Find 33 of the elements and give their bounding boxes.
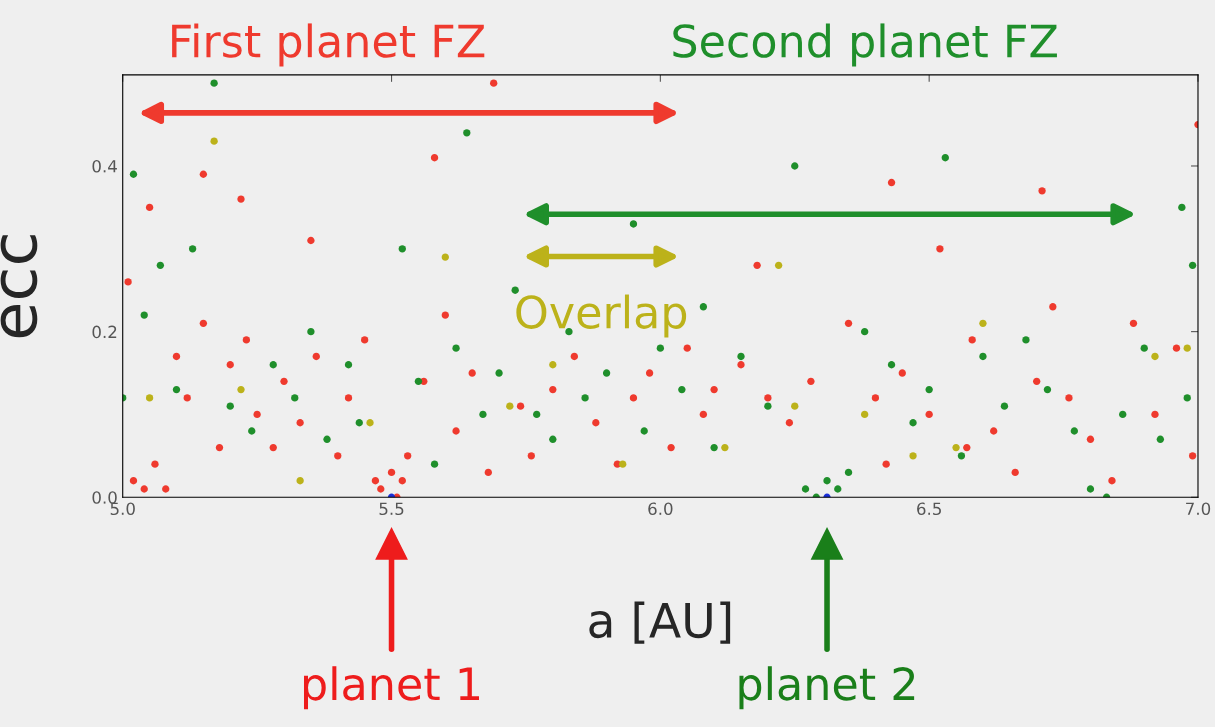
x-tick-label: 5.5 xyxy=(379,502,404,516)
point xyxy=(619,460,627,468)
point xyxy=(237,385,245,394)
point xyxy=(860,410,869,419)
annotation: Overlap xyxy=(516,294,687,338)
point xyxy=(721,443,729,452)
point xyxy=(296,477,304,485)
ref-line-label: planet 1 xyxy=(304,666,479,710)
x-tick-label: 6.0 xyxy=(648,502,673,516)
point xyxy=(1183,344,1191,352)
point xyxy=(1151,352,1159,361)
y-tick-label: 0.2 xyxy=(92,325,117,339)
point xyxy=(791,402,799,410)
y-axis-title: ecc xyxy=(0,235,38,338)
point xyxy=(145,394,154,402)
x-tick-label: 7.0 xyxy=(1186,502,1211,516)
text: Second planet FZ xyxy=(673,23,1057,67)
point xyxy=(506,402,514,410)
point xyxy=(979,319,987,328)
point xyxy=(909,452,917,460)
point xyxy=(366,419,374,427)
ref-line-label: planet 2 xyxy=(739,666,915,710)
point xyxy=(549,361,557,369)
point xyxy=(774,261,783,270)
x-tick-label: 5.0 xyxy=(110,502,135,516)
point xyxy=(952,443,960,452)
text: First planet FZ xyxy=(172,23,485,67)
y-tick-label: 0.4 xyxy=(92,159,117,173)
point xyxy=(441,253,449,261)
point xyxy=(210,137,218,145)
x-tick-label: 6.5 xyxy=(917,502,941,516)
y-tick-label: 0.0 xyxy=(92,491,117,504)
x-axis-title: a [AU] xyxy=(589,601,731,644)
